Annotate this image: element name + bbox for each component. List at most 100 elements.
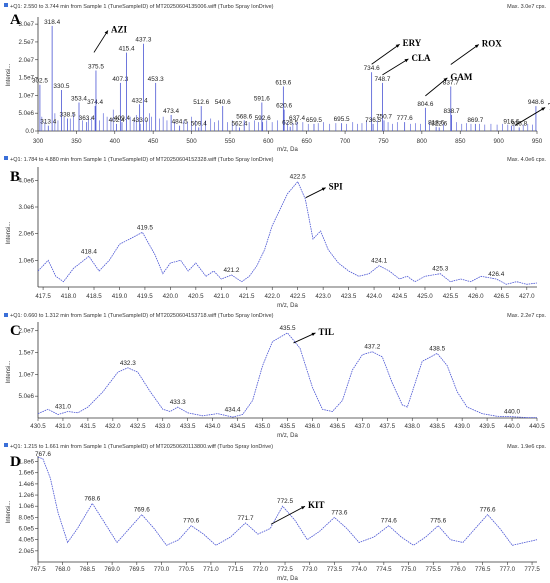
peak-label: 433.3 — [170, 399, 186, 406]
header-bar-c — [0, 311, 550, 320]
peak-label: 434.4 — [225, 407, 241, 414]
y-axis-label-a: Intensi... — [6, 63, 12, 86]
peak-label: 772.5 — [277, 498, 293, 505]
peak-label: 473.4 — [163, 108, 179, 115]
peak-label: 776.6 — [480, 507, 496, 514]
x-tick-label: 650 — [302, 138, 313, 145]
peak-label: 437.2 — [364, 344, 380, 351]
annotation-arrow — [270, 505, 306, 525]
annotation-arrow — [425, 77, 448, 97]
peak-label: 748.7 — [374, 76, 390, 83]
x-tick-label: 438.5 — [429, 423, 445, 430]
peak-label: 512.6 — [193, 99, 209, 106]
y-axis-label-b: Intensi... — [6, 221, 12, 244]
x-tick-label: 768.0 — [55, 566, 71, 573]
peak-label: 422.5 — [290, 174, 306, 181]
peak-label: 773.6 — [331, 509, 347, 516]
x-tick-label: 772.5 — [277, 566, 293, 573]
spectrum-chart-c: +Q1: 0.660 to 1.312 min from Sample 1 (T… — [0, 311, 550, 439]
peak-label: 750.7 — [376, 113, 392, 120]
x-tick-label: 773.5 — [327, 566, 343, 573]
x-tick-label: 437.0 — [355, 423, 371, 430]
peak-label: 432.4 — [132, 97, 148, 104]
annotation-arrow — [450, 44, 480, 65]
peak-label: 374.4 — [87, 99, 103, 106]
header-text-d: +Q1: 1.215 to 1.661 min from Sample 1 (T… — [10, 444, 273, 450]
peak-label: 438.5 — [429, 345, 445, 352]
x-tick-label: 437.5 — [380, 423, 396, 430]
annotation-arrow — [371, 43, 400, 65]
y-tick-label: 1.5e7 — [19, 350, 35, 357]
x-tick-label: 421.0 — [214, 293, 230, 300]
drug-label-til: TIL — [319, 327, 335, 337]
peak-label: 637.4 — [289, 115, 305, 122]
annotation-arrow — [382, 58, 409, 76]
drug-label-tyl: TYL — [548, 101, 550, 111]
spectrum-panel-d: +Q1: 1.215 to 1.661 min from Sample 1 (T… — [0, 440, 550, 583]
x-tick-label: 421.5 — [239, 293, 255, 300]
y-tick-label: 1.2e6 — [19, 492, 35, 499]
peak-label: 419.5 — [137, 224, 153, 231]
peak-label: 620.6 — [276, 103, 292, 110]
x-tick-label: 850 — [455, 138, 466, 145]
peak-label: 591.6 — [254, 96, 270, 103]
y-tick-label: 2.5e7 — [19, 39, 35, 46]
header-text-b: +Q1: 1.784 to 4.880 min from Sample 1 (T… — [10, 157, 274, 163]
peak-label: 432.3 — [120, 360, 136, 367]
peak-label: 804.6 — [417, 101, 433, 108]
y-tick-label: 1.8e6 — [19, 459, 35, 466]
y-tick-label: 0.0 — [25, 128, 34, 135]
peak-label: 869.7 — [467, 117, 483, 124]
x-tick-label: 424.0 — [366, 293, 382, 300]
peak-label: 767.6 — [35, 451, 51, 458]
peak-label: 435.5 — [280, 325, 296, 332]
header-marker-icon — [4, 443, 8, 447]
peak-label: 484.5 — [172, 119, 188, 126]
spectrum-panel-b: +Q1: 1.784 to 4.880 min from Sample 1 (T… — [0, 153, 550, 310]
peak-label: 409.4 — [114, 115, 130, 122]
arrowhead-icon — [395, 44, 400, 48]
y-tick-label: 2.0e5 — [19, 548, 35, 555]
y-tick-label: 1.4e6 — [19, 481, 35, 488]
peak-label: 407.3 — [112, 76, 128, 83]
x-tick-label: 750 — [378, 138, 389, 145]
x-tick-label: 432.5 — [130, 423, 146, 430]
x-tick-label: 775.0 — [401, 566, 417, 573]
x-tick-label: 769.0 — [104, 566, 120, 573]
y-tick-label: 4.0e6 — [19, 177, 35, 184]
y-tick-label: 3.0e6 — [19, 204, 35, 211]
panel-letter-a: A — [10, 12, 21, 28]
y-tick-label: 5.0e6 — [19, 110, 35, 117]
x-tick-label: 423.0 — [315, 293, 331, 300]
x-tick-label: 700 — [340, 138, 351, 145]
peak-label: 433.0 — [132, 117, 148, 124]
peak-label: 440.0 — [504, 409, 520, 416]
x-tick-label: 419.0 — [112, 293, 128, 300]
arrowhead-icon — [321, 187, 326, 191]
drug-label-rox: ROX — [482, 38, 503, 48]
peak-label: 562.4 — [231, 120, 247, 127]
peak-label: 838.7 — [444, 108, 460, 115]
y-tick-label: 5.0e6 — [19, 393, 35, 400]
x-tick-label: 777.0 — [500, 566, 516, 573]
x-tick-label: 426.0 — [468, 293, 484, 300]
max-intensity-c: Max. 2.2e7 cps. — [507, 313, 546, 319]
y-axis-label-c: Intensi... — [6, 360, 12, 383]
max-intensity-d: Max. 1.9e6 cps. — [507, 444, 546, 450]
arrowhead-icon — [104, 30, 108, 35]
peak-label: 926.8 — [511, 120, 527, 127]
arrowhead-icon — [541, 107, 546, 111]
y-tick-label: 1.6e6 — [19, 470, 35, 477]
arrowhead-icon — [443, 77, 448, 82]
peak-label: 375.5 — [88, 63, 104, 70]
x-tick-label: 431.5 — [80, 423, 96, 430]
peak-label: 353.4 — [71, 96, 87, 103]
max-intensity-b: Max. 4.0e6 cps. — [507, 157, 546, 163]
x-tick-label: 434.0 — [205, 423, 221, 430]
spectrum-chart-b: +Q1: 1.784 to 4.880 min from Sample 1 (T… — [0, 154, 550, 309]
annotation-arrow — [93, 30, 109, 53]
drug-label-azi: AZI — [111, 24, 128, 34]
header-text-a: +Q1: 2.550 to 3.744 min from Sample 1 (T… — [10, 4, 274, 10]
x-tick-label: 420.5 — [188, 293, 204, 300]
x-tick-label: 422.5 — [290, 293, 306, 300]
